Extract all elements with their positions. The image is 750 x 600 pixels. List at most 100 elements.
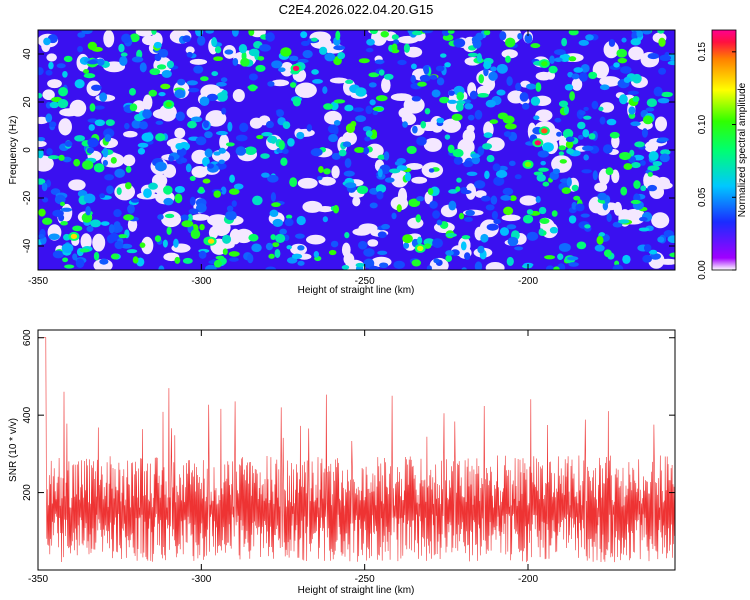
spectrogram-speckle — [630, 121, 641, 127]
spectrogram-speckle — [149, 68, 161, 76]
spectrogram-speckle — [379, 262, 389, 269]
spectrogram-speckle — [477, 92, 489, 98]
colorbar-tick-label: 0.10 — [697, 114, 708, 134]
spectrogram-speckle — [335, 30, 341, 41]
spectrogram-speckle — [475, 32, 484, 41]
spectrogram-speckle — [59, 201, 66, 207]
spectrogram-speckle — [282, 121, 291, 130]
spectrogram-speckle — [583, 154, 589, 161]
x-tick-label: -250 — [355, 574, 375, 585]
spectrogram-speckle — [504, 123, 517, 130]
spectrogram-speckle — [568, 215, 577, 224]
spectrogram-speckle — [238, 43, 248, 54]
spectrogram-speckle — [568, 262, 579, 267]
spectrogram-speckle — [97, 58, 105, 66]
spectrogram-speckle — [366, 38, 375, 46]
spectrogram-speckle — [606, 213, 612, 223]
spectrogram-speckle — [300, 40, 310, 46]
spectrogram-speckle — [77, 45, 83, 53]
spectrogram-speckle — [464, 217, 473, 222]
spectrogram-speckle — [306, 124, 313, 132]
spectrogram-speckle — [439, 96, 450, 104]
snr-ylabel: SNR (10 * v/v) — [8, 418, 19, 482]
spectrogram-speckle — [116, 187, 122, 195]
spectrogram-speckle — [480, 233, 489, 243]
spectrogram-speckle — [213, 259, 222, 268]
spectrogram-trough — [329, 77, 349, 84]
spectrogram-trough — [611, 169, 620, 184]
spectrogram-trough — [68, 179, 86, 191]
spectrogram-speckle — [72, 225, 83, 232]
spectrogram-speckle — [503, 131, 512, 137]
spectrogram-speckle — [72, 253, 78, 261]
spectrogram-xlabel: Height of straight line (km) — [298, 285, 415, 296]
spectrogram-speckle — [268, 253, 275, 259]
spectrogram-speckle — [218, 147, 226, 154]
spectrogram-speckle — [275, 233, 286, 244]
spectrogram-speckle — [228, 257, 239, 262]
spectrogram-trough — [191, 165, 208, 178]
spectrogram-speckle — [190, 116, 203, 123]
spectrogram-speckle — [477, 245, 485, 254]
spectrogram-speckle — [653, 86, 663, 97]
spectrogram-speckle — [267, 81, 275, 87]
spectrogram-speckle — [632, 96, 640, 103]
spectrogram-speckle — [220, 77, 228, 83]
spectrogram-speckle — [91, 84, 102, 91]
spectrogram-speckle — [344, 158, 352, 169]
spectrogram-speckle — [38, 149, 44, 159]
spectrogram-speckle — [204, 148, 213, 158]
spectrogram-trough — [519, 195, 538, 206]
spectrogram-speckle — [102, 159, 108, 166]
spectrogram-speckle — [179, 157, 188, 163]
spectrogram-speckle — [204, 131, 213, 139]
spectrogram-speckle — [131, 56, 144, 63]
spectrogram-speckle — [358, 240, 368, 250]
spectrogram-speckle — [82, 160, 94, 170]
spectrogram-speckle — [278, 140, 285, 151]
spectrogram-speckle — [310, 37, 318, 42]
spectrogram-speckle — [216, 91, 228, 102]
spectrogram-speckle — [118, 43, 125, 53]
spectrogram-speckle — [83, 69, 90, 74]
spectrogram-speckle — [581, 169, 592, 174]
spectrogram-speckle — [447, 30, 455, 34]
spectrogram-speckle — [460, 186, 468, 193]
spectrogram-speckle — [633, 180, 641, 189]
spectrogram-speckle — [391, 212, 397, 220]
spectrogram-speckle — [185, 163, 192, 173]
spectrogram-speckle — [562, 128, 574, 139]
spectrogram-speckle — [538, 167, 549, 172]
spectrogram-speckle — [229, 174, 235, 183]
spectrogram-speckle — [38, 208, 46, 217]
spectrogram-speckle — [130, 198, 140, 203]
spectrogram-speckle — [342, 141, 352, 148]
spectrogram-speckle — [260, 153, 270, 159]
spectrogram-speckle — [565, 136, 575, 143]
spectrogram-speckle — [432, 238, 443, 249]
spectrogram-peak — [524, 161, 532, 167]
spectrogram-speckle — [410, 74, 416, 84]
spectrogram-speckle — [324, 52, 336, 62]
spectrogram-speckle — [64, 264, 75, 269]
spectrogram-speckle — [496, 89, 506, 96]
spectrogram-speckle — [636, 30, 644, 38]
spectrogram-speckle — [52, 209, 64, 217]
colorbar-tick-label: 0.05 — [697, 187, 708, 207]
spectrogram-speckle — [659, 54, 672, 62]
spectrogram-speckle — [557, 253, 564, 260]
spectrogram-speckle — [470, 153, 481, 158]
spectrogram-speckle — [426, 265, 432, 270]
spectrogram-trough — [189, 58, 208, 65]
spectrogram-speckle — [166, 60, 175, 69]
spectrogram-speckle — [83, 193, 96, 204]
spectrogram-speckle — [296, 215, 306, 226]
spectrogram-speckle — [174, 89, 186, 99]
spectrogram-speckle — [256, 134, 264, 140]
spectrogram-speckle — [652, 161, 663, 167]
spectrogram-speckle — [542, 181, 550, 187]
spectrogram-speckle — [225, 210, 237, 221]
spectrogram-speckle — [188, 208, 199, 215]
spectrogram-speckle — [199, 96, 210, 107]
spectrogram-trough — [331, 165, 340, 179]
